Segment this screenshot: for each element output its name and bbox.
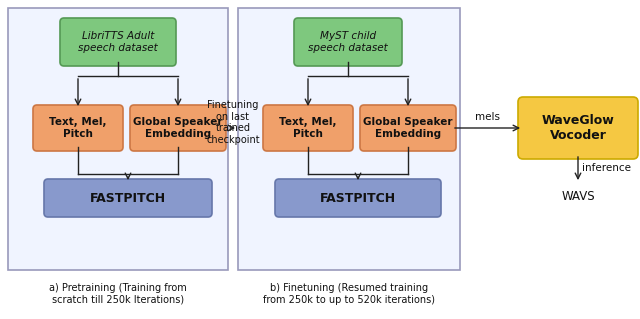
Text: Finetuning
on last
trained
checkpoint: Finetuning on last trained checkpoint [206,100,260,145]
Text: Global Speaker
Embedding: Global Speaker Embedding [133,117,223,139]
Text: LibriTTS Adult
speech dataset: LibriTTS Adult speech dataset [78,31,158,53]
Text: mels: mels [475,112,500,122]
Text: WAVS: WAVS [561,190,595,203]
Text: Text, Mel,
Pitch: Text, Mel, Pitch [279,117,337,139]
FancyBboxPatch shape [360,105,456,151]
FancyBboxPatch shape [8,8,228,270]
Text: FASTPITCH: FASTPITCH [320,191,396,204]
FancyBboxPatch shape [130,105,226,151]
Text: inference: inference [582,163,631,173]
FancyBboxPatch shape [33,105,123,151]
FancyBboxPatch shape [238,8,460,270]
FancyBboxPatch shape [294,18,402,66]
FancyBboxPatch shape [60,18,176,66]
Text: WaveGlow
Vocoder: WaveGlow Vocoder [541,114,614,142]
Text: Text, Mel,
Pitch: Text, Mel, Pitch [49,117,107,139]
Text: FASTPITCH: FASTPITCH [90,191,166,204]
FancyBboxPatch shape [44,179,212,217]
Text: MyST child
speech dataset: MyST child speech dataset [308,31,388,53]
FancyBboxPatch shape [263,105,353,151]
Text: b) Finetuning (Resumed training
from 250k to up to 520k iterations): b) Finetuning (Resumed training from 250… [263,283,435,305]
FancyBboxPatch shape [275,179,441,217]
Text: a) Pretraining (Training from
scratch till 250k Iterations): a) Pretraining (Training from scratch ti… [49,283,187,305]
Text: Global Speaker
Embedding: Global Speaker Embedding [364,117,452,139]
FancyBboxPatch shape [518,97,638,159]
